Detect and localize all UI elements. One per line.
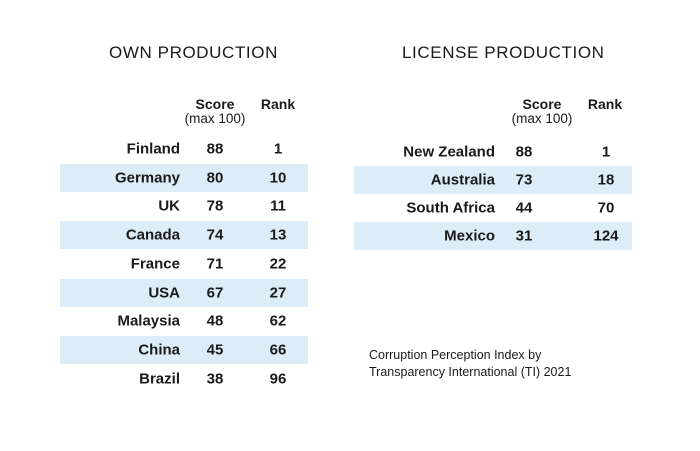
license-score-header-sub: (max 100) — [511, 111, 573, 126]
score-cell: 88 — [515, 143, 533, 161]
score-cell: 88 — [206, 140, 224, 158]
rank-cell: 22 — [269, 255, 287, 273]
country-cell: China — [138, 341, 180, 359]
score-cell: 67 — [206, 284, 224, 301]
table-row: South Africa 44 70 — [354, 194, 632, 222]
rank-cell: 96 — [269, 370, 287, 388]
table-row: Australia 73 18 — [354, 166, 632, 194]
score-cell: 31 — [515, 227, 533, 245]
table-row: Finland 88 1 — [60, 135, 308, 163]
own-production-table: Finland 88 1 Germany 80 10 UK 78 11 Canada 74 13 Fra… — [60, 135, 308, 391]
rank-cell: 70 — [597, 199, 615, 217]
own-production-title: OWN PRODUCTION — [109, 43, 278, 62]
rank-cell: 124 — [593, 227, 619, 245]
country-cell: New Zealand — [403, 143, 495, 161]
table-row: UK 78 11 — [60, 192, 308, 220]
country-cell: Germany — [114, 169, 180, 187]
table-row: Brazil 38 96 — [60, 365, 308, 393]
score-cell: 44 — [515, 199, 533, 217]
score-cell: 45 — [206, 341, 224, 359]
table-row: China 45 66 — [60, 335, 308, 364]
rank-cell: 10 — [269, 169, 287, 187]
license-score-header-label: Score — [522, 96, 562, 112]
score-cell: 38 — [206, 370, 224, 388]
license-production-title: LICENSE PRODUCTION — [402, 43, 605, 62]
source-note: Corruption Perception Index by Transpare… — [369, 347, 571, 381]
rank-cell: 1 — [601, 143, 611, 161]
country-cell: Australia — [430, 171, 495, 189]
source-note-line-2: Transparency International (TI) 2021 — [369, 365, 572, 379]
own-rank-header: Rank — [260, 96, 296, 112]
rank-cell: 13 — [269, 226, 287, 244]
rank-cell: 11 — [270, 197, 286, 215]
license-score-header: Score (max 100) — [502, 96, 582, 126]
score-cell: 73 — [515, 171, 533, 189]
score-cell: 48 — [206, 312, 224, 330]
rank-cell: 27 — [269, 284, 287, 301]
table-row: Mexico 31 124 — [354, 222, 632, 250]
own-score-header-label: Score — [195, 96, 235, 112]
source-note-line-1: Corruption Perception Index by — [369, 348, 542, 362]
score-cell: 71 — [206, 255, 224, 273]
country-cell: France — [130, 255, 180, 273]
rank-cell: 18 — [597, 171, 615, 189]
table-row: Canada 74 13 — [60, 221, 308, 250]
country-cell: Brazil — [139, 370, 180, 388]
country-cell: Canada — [125, 226, 180, 244]
table-row: France 71 22 — [60, 250, 308, 278]
rank-cell: 66 — [269, 341, 287, 359]
score-cell: 78 — [206, 197, 224, 215]
table-row: USA 67 27 — [60, 278, 308, 307]
rank-cell: 62 — [269, 312, 287, 330]
table-row: Malaysia 48 62 — [60, 307, 308, 335]
country-cell: Finland — [126, 140, 180, 158]
license-production-table: New Zealand 88 1 Australia 73 18 South Africa 4… — [354, 138, 632, 253]
own-score-header: Score (max 100) — [175, 96, 255, 126]
score-cell: 74 — [206, 226, 224, 244]
score-cell: 80 — [206, 169, 224, 187]
country-cell: Mexico — [444, 227, 495, 245]
license-rank-header: Rank — [587, 96, 623, 112]
rank-cell: 1 — [273, 140, 283, 158]
table-row: Germany 80 10 — [60, 163, 308, 192]
table-row: New Zealand 88 1 — [354, 138, 632, 166]
country-cell: USA — [148, 284, 180, 301]
country-cell: Malaysia — [117, 312, 180, 330]
country-cell: UK — [158, 197, 180, 215]
country-cell: South Africa — [406, 199, 495, 217]
own-score-header-sub: (max 100) — [184, 111, 246, 126]
